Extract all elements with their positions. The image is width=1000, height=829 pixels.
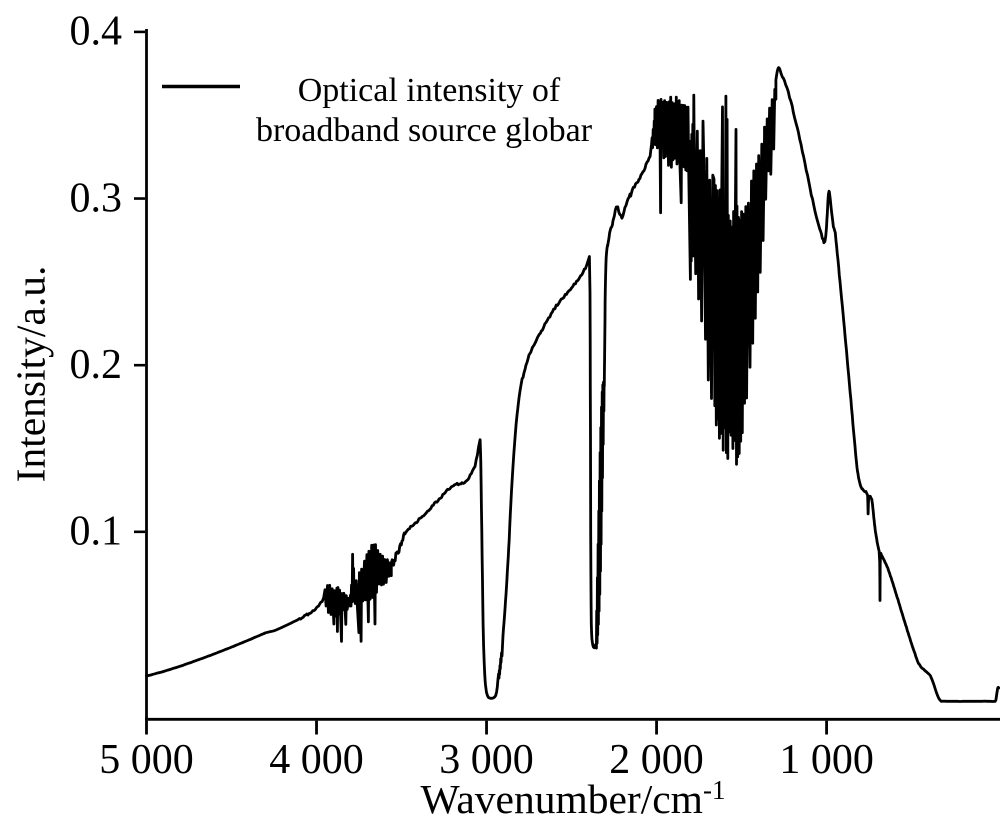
legend: Optical intensity of broadband source gl… (162, 72, 593, 149)
x-tick-label: 3 000 (439, 737, 534, 783)
y-tick-label: 0.1 (70, 509, 123, 555)
y-axis-ticks (134, 30, 146, 534)
x-tick-label: 2 000 (609, 737, 704, 783)
x-axis-label-superscript: -1 (703, 775, 726, 805)
y-axis-label: Intensity/a.u. (8, 266, 54, 483)
legend-label-line2: broadband source globar (256, 112, 593, 149)
x-tick-label: 5 000 (99, 737, 194, 783)
x-tick-label: 4 000 (269, 737, 364, 783)
y-tick-label: 0.3 (70, 175, 123, 221)
y-tick-label: 0.4 (70, 9, 123, 55)
legend-label-line1: Optical intensity of (298, 72, 561, 109)
spectrum-curve (145, 66, 1000, 703)
x-axis-ticks (145, 720, 828, 735)
x-axis-label-base: Wavenumber/cm (421, 776, 703, 822)
x-tick-label: 1 000 (779, 737, 874, 783)
y-axis-tick-labels: 0.4 0.3 0.2 0.1 (70, 9, 123, 555)
y-tick-label: 0.2 (70, 342, 123, 388)
x-axis-tick-labels: 5 000 4 000 3 000 2 000 1 000 (99, 737, 874, 783)
x-axis-label: Wavenumber/cm-1 (421, 775, 726, 822)
